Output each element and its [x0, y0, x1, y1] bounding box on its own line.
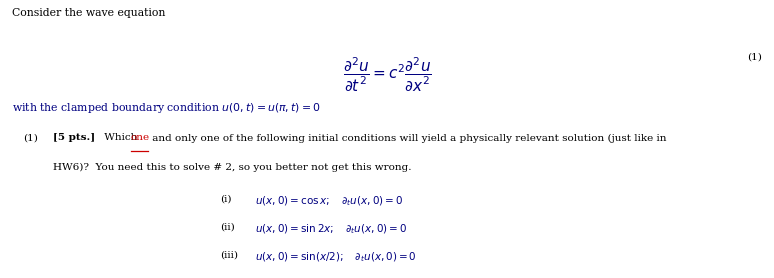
Text: HW6)?  You need this to solve # 2, so you better not get this wrong.: HW6)? You need this to solve # 2, so you…	[53, 163, 411, 172]
Text: (1): (1)	[748, 53, 762, 62]
Text: (iii): (iii)	[221, 250, 238, 259]
Text: Consider the wave equation: Consider the wave equation	[12, 8, 165, 18]
Text: $\dfrac{\partial^2 u}{\partial t^2} = c^2\dfrac{\partial^2 u}{\partial x^2}$: $\dfrac{\partial^2 u}{\partial t^2} = c^…	[343, 56, 431, 94]
Text: $u(x,0) = \sin 2x;\quad \partial_t u(x,0) = 0$: $u(x,0) = \sin 2x;\quad \partial_t u(x,0…	[255, 222, 408, 236]
Text: with the clamped boundary condition $u(0,t) = u(\pi, t) = 0$: with the clamped boundary condition $u(0…	[12, 101, 320, 115]
Text: $u(x,0) = \cos x;\quad \partial_t u(x,0) = 0$: $u(x,0) = \cos x;\quad \partial_t u(x,0)…	[255, 195, 404, 208]
Text: $u(x,0) = \sin(x/2);\quad \partial_t u(x,0) = 0$: $u(x,0) = \sin(x/2);\quad \partial_t u(x…	[255, 250, 417, 264]
Text: one: one	[131, 133, 150, 142]
Text: Which: Which	[101, 133, 141, 142]
Text: and only one of the following initial conditions will yield a physically relevan: and only one of the following initial co…	[149, 133, 666, 143]
Text: [5 pts.]: [5 pts.]	[53, 133, 94, 142]
Text: (i): (i)	[221, 195, 232, 203]
Text: (ii): (ii)	[221, 222, 235, 231]
Text: (1): (1)	[23, 133, 38, 142]
